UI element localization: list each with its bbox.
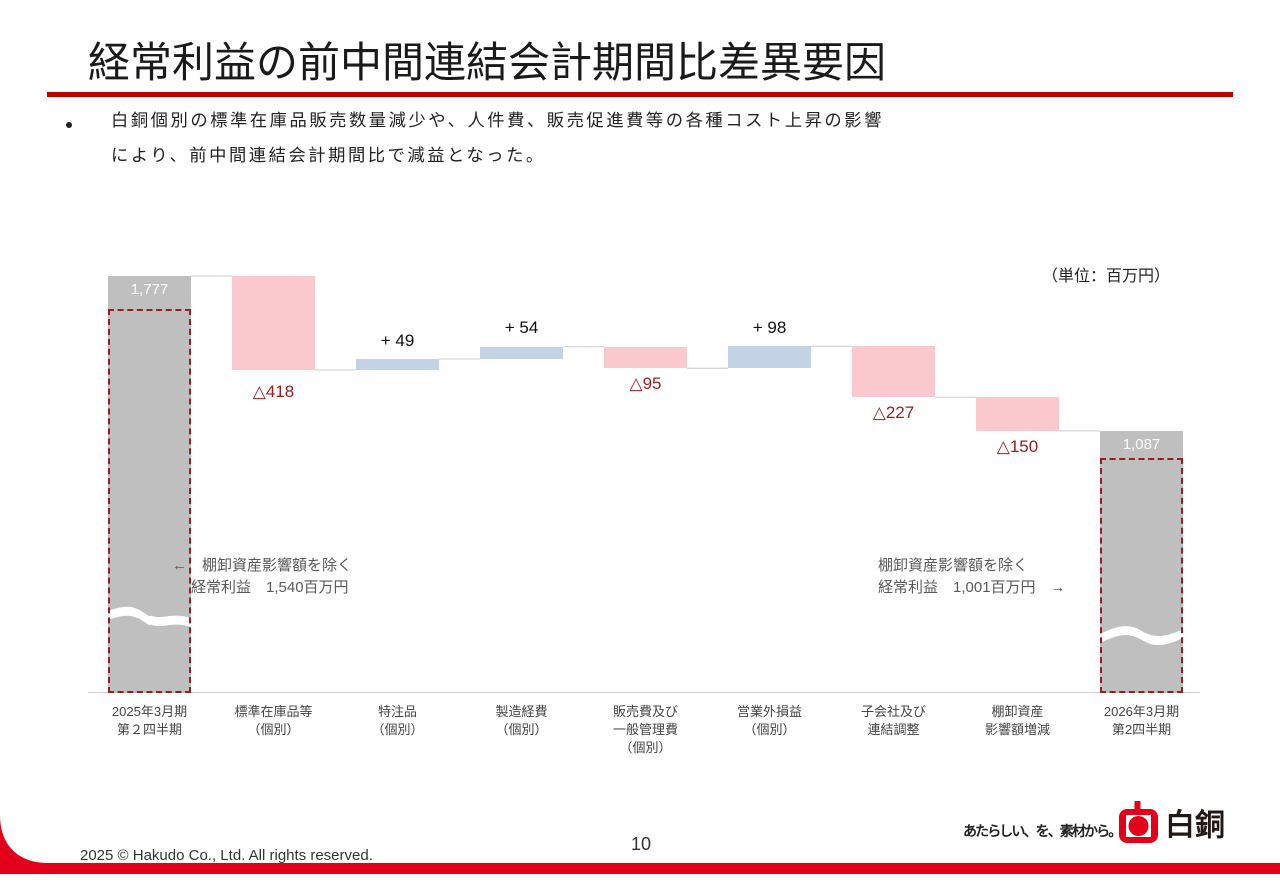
svg-text:白銅: 白銅 bbox=[1165, 808, 1225, 842]
